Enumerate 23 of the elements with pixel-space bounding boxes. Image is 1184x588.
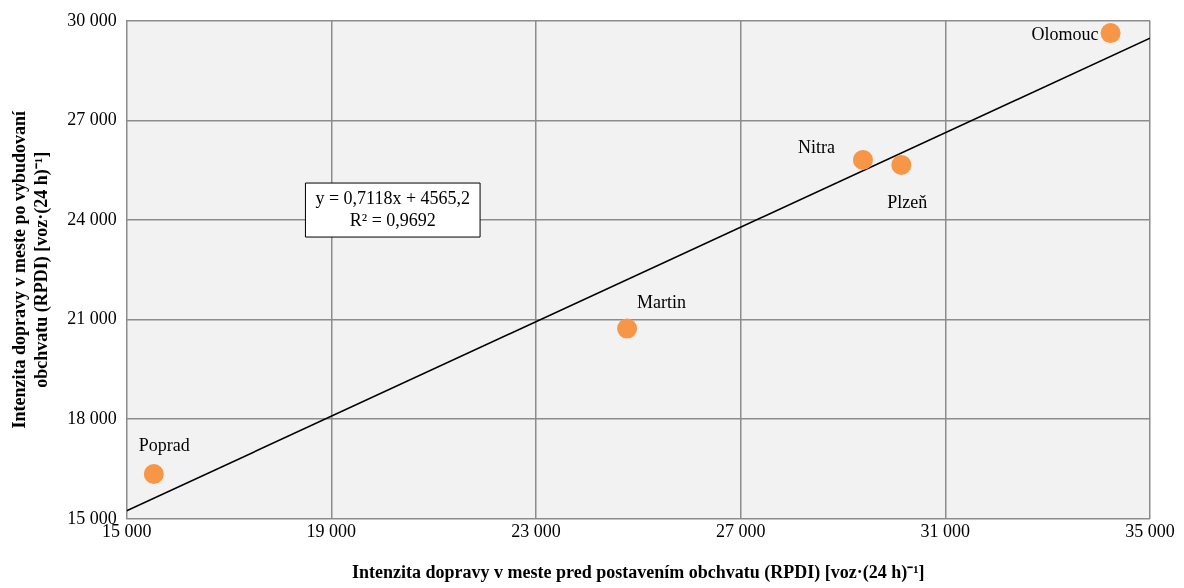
- y-tick-label: 27 000: [67, 109, 117, 130]
- series-label: Olomouc: [1031, 23, 1099, 44]
- x-tick-label: 19 000: [306, 521, 357, 542]
- y-tick-label: 18 000: [67, 407, 117, 428]
- x-tick-label: 31 000: [920, 521, 971, 542]
- point: [852, 149, 873, 170]
- series-label: Nitra: [797, 136, 835, 157]
- x-tick-label: 23 000: [511, 521, 561, 542]
- annotation: y = 0,7118x + 4565,2 R² = 0,9692: [315, 187, 471, 230]
- y-tick-label: 21 000: [67, 308, 117, 329]
- point: [617, 318, 638, 339]
- series-label: Martin: [637, 292, 687, 313]
- x-tick-label: 35 000: [1125, 521, 1175, 542]
- x-tick-label: 27 000: [715, 521, 766, 542]
- series-label: Plzeň: [887, 191, 928, 212]
- y-tick-label: 24 000: [67, 208, 117, 229]
- point: [891, 154, 912, 175]
- point: [1100, 23, 1121, 44]
- y-tick-label: 30 000: [67, 9, 117, 30]
- x-axis-title: Intenzita dopravy v meste pred postavením obchvatu (RPDI) [voz·(24 h)⁻¹]: [352, 561, 925, 583]
- y-axis-title: Intenzita dopravy v meste po vybudovaní obchvatu (RPDI) [voz·(24 h)⁻¹]: [9, 110, 53, 429]
- point: [143, 463, 164, 484]
- series-label: Poprad: [138, 434, 190, 455]
